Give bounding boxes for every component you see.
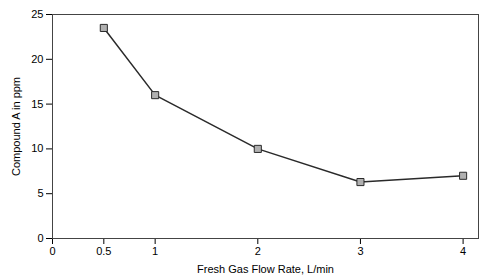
svg-text:0: 0 [37,232,43,244]
svg-text:Compound A in ppm: Compound A in ppm [10,77,22,176]
svg-text:10: 10 [31,142,43,154]
svg-text:20: 20 [31,53,43,65]
svg-text:0.5: 0.5 [96,245,111,257]
svg-text:0: 0 [49,245,55,257]
svg-text:4: 4 [460,245,466,257]
svg-text:5: 5 [37,187,43,199]
svg-text:3: 3 [357,245,363,257]
svg-text:15: 15 [31,98,43,110]
svg-text:Fresh Gas Flow Rate, L/min: Fresh Gas Flow Rate, L/min [197,263,334,275]
svg-text:25: 25 [31,8,43,20]
svg-text:1: 1 [152,245,158,257]
svg-text:2: 2 [255,245,261,257]
